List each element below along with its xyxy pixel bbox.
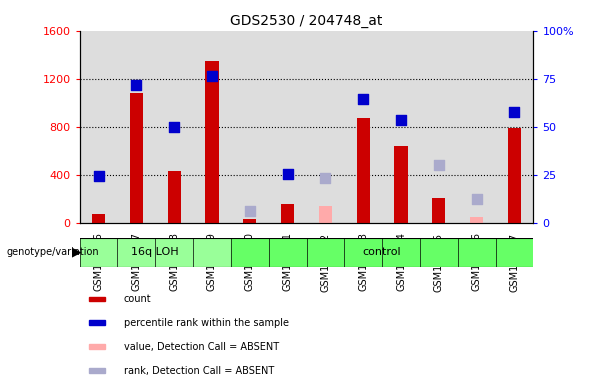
- Title: GDS2530 / 204748_at: GDS2530 / 204748_at: [230, 14, 383, 28]
- Text: rank, Detection Call = ABSENT: rank, Detection Call = ABSENT: [124, 366, 274, 376]
- Bar: [231, 238, 533, 267]
- Bar: [231, 31, 268, 223]
- Bar: [382, 31, 420, 223]
- Text: genotype/variation: genotype/variation: [6, 247, 99, 257]
- Text: percentile rank within the sample: percentile rank within the sample: [124, 318, 289, 328]
- Bar: [432, 197, 446, 223]
- Text: count: count: [124, 294, 151, 304]
- Bar: [268, 31, 306, 223]
- Point: [358, 96, 368, 102]
- Bar: [167, 171, 181, 223]
- Bar: [420, 31, 458, 223]
- Bar: [243, 219, 256, 223]
- Bar: [357, 118, 370, 223]
- Bar: [89, 368, 105, 373]
- Point: [207, 73, 217, 79]
- Bar: [345, 31, 382, 223]
- Bar: [89, 344, 105, 349]
- Bar: [470, 217, 483, 223]
- Text: 16q LOH: 16q LOH: [131, 247, 179, 258]
- Bar: [495, 31, 533, 223]
- Bar: [155, 31, 193, 223]
- Point: [283, 170, 292, 177]
- Bar: [89, 321, 105, 325]
- Point: [396, 116, 406, 122]
- Bar: [394, 146, 408, 223]
- Bar: [205, 61, 219, 223]
- Text: ▶: ▶: [72, 246, 82, 259]
- Bar: [89, 297, 105, 301]
- Point: [94, 173, 104, 179]
- Bar: [80, 31, 118, 223]
- Bar: [118, 31, 155, 223]
- Bar: [319, 206, 332, 223]
- Point: [245, 208, 255, 214]
- Point: [434, 162, 444, 168]
- Bar: [92, 214, 105, 223]
- Point: [131, 82, 141, 88]
- Bar: [193, 31, 231, 223]
- Text: control: control: [363, 247, 402, 258]
- Point: [321, 175, 330, 181]
- Bar: [458, 31, 495, 223]
- Bar: [130, 93, 143, 223]
- Bar: [80, 238, 231, 267]
- Bar: [508, 128, 521, 223]
- Bar: [306, 31, 345, 223]
- Point: [472, 196, 482, 202]
- Point: [509, 109, 519, 116]
- Point: [169, 124, 179, 130]
- Text: value, Detection Call = ABSENT: value, Detection Call = ABSENT: [124, 342, 279, 352]
- Bar: [281, 204, 294, 223]
